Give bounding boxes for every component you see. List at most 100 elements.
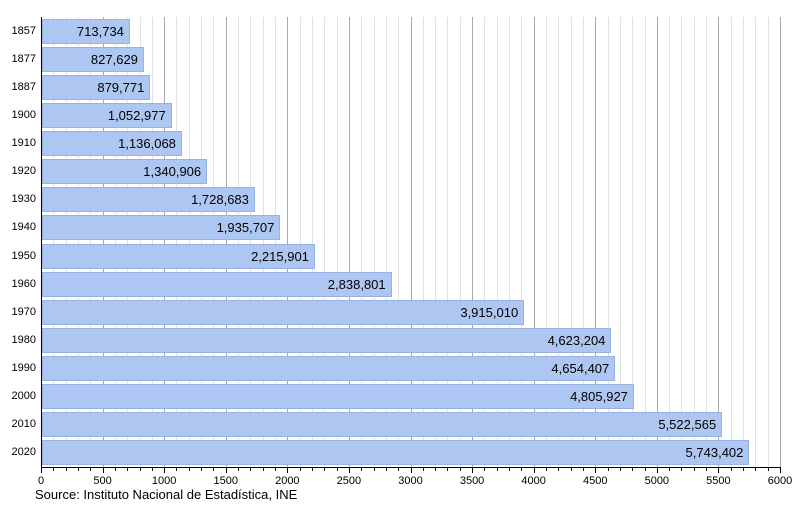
bar-value-label: 5,522,565 bbox=[658, 417, 717, 433]
x-minor-tick bbox=[509, 468, 511, 471]
x-minor-tick bbox=[484, 468, 486, 471]
major-gridline bbox=[348, 17, 350, 467]
x-minor-tick bbox=[570, 468, 572, 471]
minor-gridline bbox=[311, 17, 313, 467]
x-minor-tick bbox=[693, 468, 695, 471]
minor-gridline bbox=[324, 17, 326, 467]
x-minor-tick bbox=[767, 468, 769, 471]
x-minor-tick bbox=[743, 468, 745, 471]
x-minor-tick bbox=[632, 468, 634, 471]
x-minor-tick bbox=[65, 468, 67, 471]
major-gridline bbox=[164, 17, 166, 467]
x-minor-tick bbox=[275, 468, 277, 471]
minor-gridline bbox=[730, 17, 732, 467]
y-axis-label-1910: 1910 bbox=[11, 137, 36, 150]
bar-value-label: 713,734 bbox=[76, 23, 124, 39]
minor-gridline bbox=[127, 17, 129, 467]
x-minor-tick bbox=[53, 468, 55, 471]
x-minor-tick bbox=[681, 468, 683, 471]
minor-gridline bbox=[644, 17, 646, 467]
minor-gridline bbox=[201, 17, 203, 467]
x-major-tick bbox=[410, 468, 412, 473]
x-minor-tick bbox=[496, 468, 498, 471]
x-minor-tick bbox=[447, 468, 449, 471]
major-gridline bbox=[533, 17, 535, 467]
bar-value-label: 879,771 bbox=[97, 79, 145, 95]
x-minor-tick bbox=[644, 468, 646, 471]
x-minor-tick bbox=[176, 468, 178, 471]
bar-1900: 1,052,977 bbox=[42, 102, 172, 128]
x-major-tick bbox=[348, 468, 350, 473]
y-axis-label-1887: 1887 bbox=[11, 80, 36, 93]
x-minor-tick bbox=[127, 468, 129, 471]
x-minor-tick bbox=[706, 468, 708, 471]
y-axis-label-1857: 1857 bbox=[11, 24, 36, 37]
major-gridline bbox=[780, 17, 781, 467]
minor-gridline bbox=[632, 17, 634, 467]
minor-gridline bbox=[619, 17, 621, 467]
x-minor-tick bbox=[139, 468, 141, 471]
y-axis-label-1900: 1900 bbox=[11, 108, 36, 121]
x-axis-tick-label: 4000 bbox=[521, 475, 546, 487]
x-minor-tick bbox=[422, 468, 424, 471]
y-axis-label-1990: 1990 bbox=[11, 362, 36, 375]
bar-value-label: 1,728,683 bbox=[191, 192, 249, 208]
major-gridline bbox=[287, 17, 289, 467]
minor-gridline bbox=[275, 17, 277, 467]
y-axis-label-1980: 1980 bbox=[11, 333, 36, 346]
minor-gridline bbox=[558, 17, 560, 467]
major-gridline bbox=[595, 17, 597, 467]
x-minor-tick bbox=[151, 468, 153, 471]
y-axis-label-2020: 2020 bbox=[11, 446, 36, 459]
x-minor-tick bbox=[669, 468, 671, 471]
x-axis-tick-label: 1500 bbox=[213, 475, 238, 487]
x-axis-tick-label: 5500 bbox=[706, 475, 731, 487]
minor-gridline bbox=[767, 17, 769, 467]
minor-gridline bbox=[755, 17, 757, 467]
y-axis-label-1930: 1930 bbox=[11, 193, 36, 206]
minor-gridline bbox=[570, 17, 572, 467]
minor-gridline bbox=[545, 17, 547, 467]
x-axis-tick-label: 2000 bbox=[275, 475, 300, 487]
minor-gridline bbox=[373, 17, 375, 467]
bar-value-label: 1,136,068 bbox=[118, 136, 176, 151]
minor-gridline bbox=[398, 17, 400, 467]
bar-1940: 1,935,707 bbox=[42, 215, 281, 241]
y-axis-label-2010: 2010 bbox=[11, 418, 36, 431]
bar-value-label: 4,623,204 bbox=[547, 332, 606, 348]
minor-gridline bbox=[681, 17, 683, 467]
minor-gridline bbox=[114, 17, 116, 467]
bar-1960: 2,838,801 bbox=[42, 271, 392, 297]
x-axis-line bbox=[41, 467, 781, 468]
bar-1950: 2,215,901 bbox=[42, 243, 315, 269]
bar-1857: 713,734 bbox=[42, 18, 130, 44]
minor-gridline bbox=[262, 17, 264, 467]
x-minor-tick bbox=[398, 468, 400, 471]
x-axis-tick-label: 6000 bbox=[767, 475, 793, 487]
x-axis-tick-label: 5000 bbox=[644, 475, 670, 487]
x-minor-tick bbox=[459, 468, 461, 471]
plot-area: 713,734 827,629 879,771 1,052,977 1,136,068 1… bbox=[41, 17, 781, 467]
bar-1990: 4,654,407 bbox=[42, 356, 616, 381]
x-major-tick bbox=[472, 468, 474, 473]
bar-1980: 4,623,204 bbox=[42, 327, 612, 353]
x-minor-tick bbox=[238, 468, 240, 471]
x-minor-tick bbox=[435, 468, 437, 471]
x-minor-tick bbox=[250, 468, 252, 471]
minor-gridline bbox=[65, 17, 67, 467]
minor-gridline bbox=[151, 17, 153, 467]
y-axis-label-1970: 1970 bbox=[11, 305, 36, 318]
minor-gridline bbox=[582, 17, 584, 467]
minor-gridline bbox=[77, 17, 79, 467]
minor-gridline bbox=[299, 17, 301, 467]
bar-value-label: 4,805,927 bbox=[570, 389, 628, 405]
minor-gridline bbox=[459, 17, 461, 467]
bar-1887: 879,771 bbox=[42, 74, 151, 100]
major-gridline bbox=[225, 17, 227, 467]
minor-gridline bbox=[422, 17, 424, 467]
x-major-tick bbox=[164, 468, 166, 473]
x-minor-tick bbox=[755, 468, 757, 471]
bar-value-label: 4,654,407 bbox=[551, 361, 610, 376]
bar-2010: 5,522,565 bbox=[42, 412, 723, 438]
